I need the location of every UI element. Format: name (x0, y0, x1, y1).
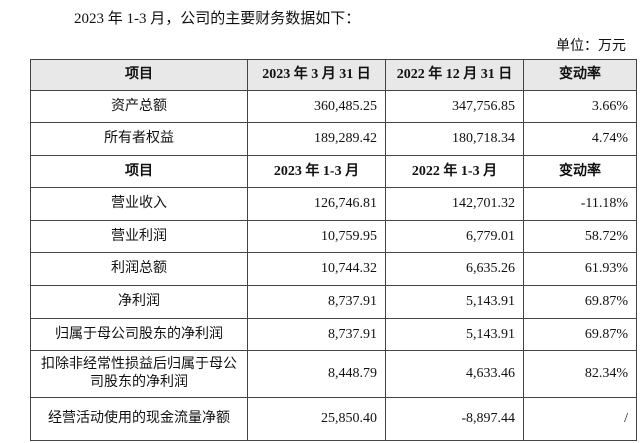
table-cell: -11.18% (523, 187, 637, 221)
table-row: 营业利润 10,759.95 6,779.01 58.72% (30, 220, 637, 253)
row-label: 经营活动使用的现金流量净额 (30, 397, 248, 441)
table-cell: 69.87% (523, 285, 637, 319)
row-label: 营业收入 (30, 187, 248, 221)
table-cell: 126,746.81 (247, 187, 386, 221)
table-row: 项目 2023 年 1-3 月 2022 年 1-3 月变动率 (30, 155, 637, 188)
table-cell: 61.93% (523, 252, 637, 286)
table-cell: 3.66% (523, 90, 637, 123)
table-cell: 189,289.42 (247, 122, 386, 156)
table-cell: 2022 年 1-3 月 (385, 155, 524, 188)
table-cell: 2022 年 12 月 31 日 (385, 59, 524, 91)
table-row: 利润总额 10,744.32 6,635.26 61.93% (30, 252, 637, 286)
table-row: 资产总额 360,485.25 347,756.85 3.66% (30, 90, 637, 123)
table-cell: 360,485.25 (247, 90, 386, 123)
table-row: 项目 2023 年 3 月 31 日 2022 年 12 月 31 日变动率 (30, 59, 637, 91)
row-label: 净利润 (30, 285, 248, 319)
table-cell: 5,143.91 (385, 318, 524, 351)
table-cell: 8,448.79 (247, 350, 386, 398)
row-label: 项目 (30, 59, 248, 91)
row-label: 所有者权益 (30, 122, 248, 156)
table-cell: 2023 年 3 月 31 日 (247, 59, 386, 91)
table-cell: 347,756.85 (385, 90, 524, 123)
table-row: 归属于母公司股东的净利润 8,737.91 5,143.91 69.87% (30, 318, 637, 351)
financial-table: 项目 2023 年 3 月 31 日 2022 年 12 月 31 日变动率 资产总额… (30, 59, 637, 441)
table-cell: -8,897.44 (385, 397, 524, 441)
row-label: 资产总额 (30, 90, 248, 123)
intro-text: 2023 年 1-3 月，公司的主要财务数据如下： (74, 11, 361, 27)
table-cell: 5,143.91 (385, 285, 524, 319)
table-cell: 10,744.32 (247, 252, 386, 286)
table-cell: 8,737.91 (247, 318, 386, 351)
unit-label: 单位：万元 (556, 39, 626, 54)
table-row: 扣除非经常性损益后归属于母公司股东的净利润 8,448.79 4,633.46 82.… (30, 350, 637, 398)
table-cell: 10,759.95 (247, 220, 386, 253)
table-cell: 6,635.26 (385, 252, 524, 286)
table-row: 经营活动使用的现金流量净额 25,850.40 -8,897.44/ (30, 397, 637, 441)
table-cell: 25,850.40 (247, 397, 386, 441)
table-cell: 变动率 (523, 59, 637, 91)
table-cell: 2023 年 1-3 月 (247, 155, 386, 188)
table-cell: 180,718.34 (385, 122, 524, 156)
table-cell: 142,701.32 (385, 187, 524, 221)
row-label: 归属于母公司股东的净利润 (30, 318, 248, 351)
table-cell: 82.34% (523, 350, 637, 398)
table-cell: 4,633.46 (385, 350, 524, 398)
table-cell: 58.72% (523, 220, 637, 253)
table-cell: 8,737.91 (247, 285, 386, 319)
row-label: 项目 (30, 155, 248, 188)
row-label: 利润总额 (30, 252, 248, 286)
table-row: 净利润 8,737.91 5,143.91 69.87% (30, 285, 637, 319)
table-cell: / (523, 397, 637, 441)
row-label: 扣除非经常性损益后归属于母公司股东的净利润 (30, 350, 248, 398)
table-cell: 变动率 (523, 155, 637, 188)
row-label: 营业利润 (30, 220, 248, 253)
table-row: 营业收入 126,746.81 142,701.32 -11.18% (30, 187, 637, 221)
table-cell: 6,779.01 (385, 220, 524, 253)
table-cell: 4.74% (523, 122, 637, 156)
table-row: 所有者权益 189,289.42 180,718.34 4.74% (30, 122, 637, 156)
table-cell: 69.87% (523, 318, 637, 351)
